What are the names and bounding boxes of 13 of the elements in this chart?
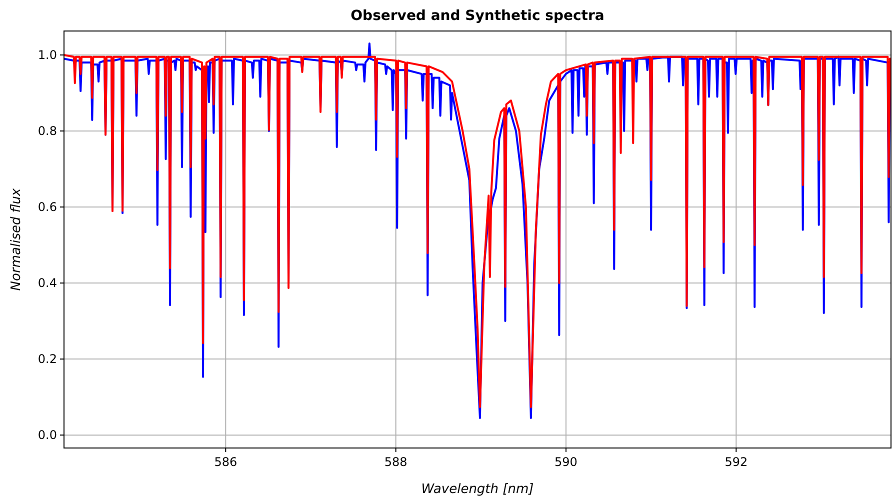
y-axis-title: Normalised flux: [9, 188, 24, 291]
y-tick-label: 1.0: [38, 48, 57, 62]
y-tick-label: 0.4: [38, 276, 57, 290]
x-axis-title: Wavelength [nm]: [421, 482, 534, 497]
x-tick-label: 590: [554, 455, 578, 469]
chart-title: Observed and Synthetic spectra: [350, 8, 604, 24]
x-tick-label: 586: [214, 455, 238, 469]
y-tick-label: 0.8: [38, 124, 57, 138]
y-tick-label: 0.2: [38, 352, 57, 366]
x-tick-label: 588: [384, 455, 408, 469]
y-tick-label: 0.0: [38, 428, 57, 442]
y-tick-label: 0.6: [38, 200, 57, 214]
x-tick-label: 592: [724, 455, 748, 469]
